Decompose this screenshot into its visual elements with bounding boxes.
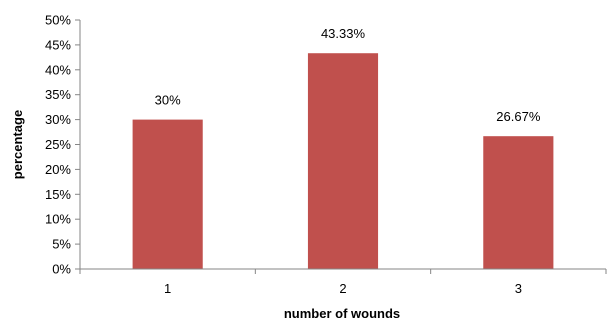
y-tick-label: 0% xyxy=(52,262,71,277)
y-tick-label: 25% xyxy=(45,137,71,152)
x-tick-label: 2 xyxy=(339,281,346,296)
y-axis-ticks: 0% 5% 10% 15% 20% 25% 30% 35% 40% 45% 50% xyxy=(45,13,80,277)
x-axis-title: number of wounds xyxy=(284,306,400,321)
bar xyxy=(132,119,203,269)
y-tick-label: 40% xyxy=(45,62,71,77)
x-tick-label: 3 xyxy=(515,281,522,296)
y-tick-label: 10% xyxy=(45,212,71,227)
bars xyxy=(132,53,554,269)
bar xyxy=(483,136,554,269)
y-tick-label: 30% xyxy=(45,112,71,127)
x-tick-label: 1 xyxy=(164,281,171,296)
data-label: 26.67% xyxy=(496,109,541,124)
bar xyxy=(307,53,379,269)
data-labels: 30% 43.33% 26.67% xyxy=(155,26,541,124)
y-tick-label: 20% xyxy=(45,162,71,177)
y-tick-label: 45% xyxy=(45,37,71,52)
y-tick-label: 35% xyxy=(45,87,71,102)
data-label: 30% xyxy=(155,93,181,108)
y-axis-title: percentage xyxy=(10,110,25,179)
y-tick-label: 5% xyxy=(52,237,71,252)
y-tick-label: 50% xyxy=(45,13,71,28)
y-tick-label: 15% xyxy=(45,187,71,202)
x-axis-ticks: 1 2 3 xyxy=(79,269,607,296)
data-label: 43.33% xyxy=(321,26,366,41)
